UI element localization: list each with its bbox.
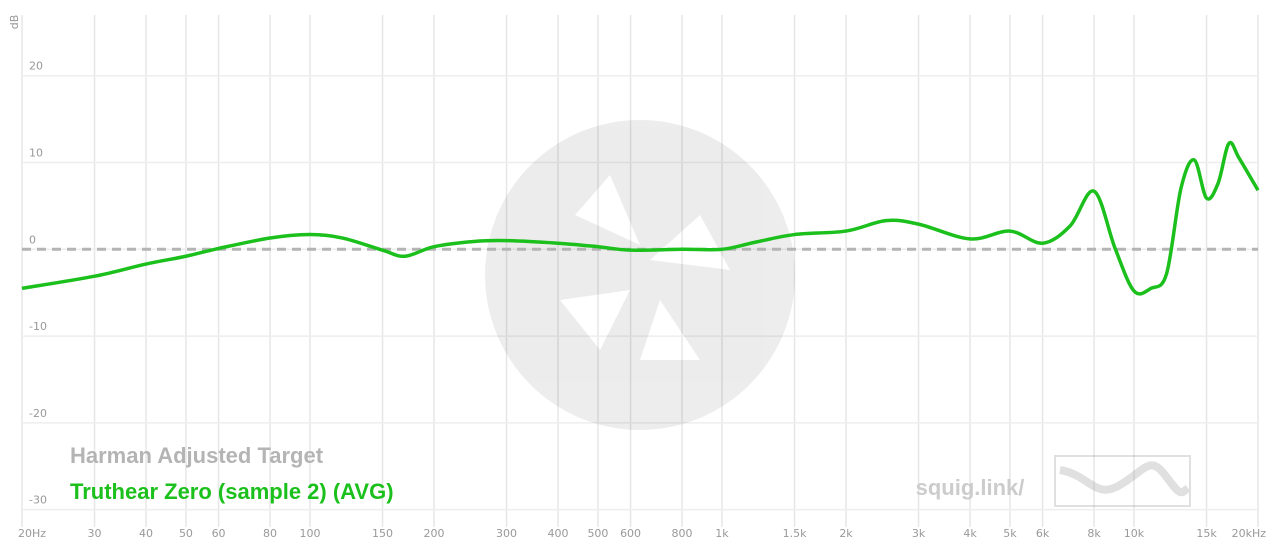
y-tick-label: -30 [29,494,47,507]
x-tick-label: 800 [672,527,693,540]
y-tick-label: -20 [29,407,47,420]
y-tick-label: -10 [29,320,47,333]
grid [21,15,1259,527]
x-tick-label: 4k [963,527,977,540]
x-tick-label: 2k [839,527,853,540]
x-tick-label: 100 [299,527,320,540]
x-tick-label: 15k [1196,527,1217,540]
x-tick-label: 300 [496,527,517,540]
watermark-graph [1054,455,1191,507]
x-tick-label: 600 [620,527,641,540]
x-tick-label: 30 [88,527,102,540]
x-tick-label: 150 [372,527,393,540]
x-tick-label: 20kHz [1232,527,1267,540]
y-tick-label: 0 [29,233,36,246]
x-tick-label: 1.5k [783,527,807,540]
x-tick-label: 5k [1003,527,1017,540]
legend-entry: Truthear Zero (sample 2) (AVG) [70,479,394,504]
series-line [21,140,1260,296]
watermark-text: squig.link/ [916,475,1025,500]
legend-entry: Harman Adjusted Target [70,443,324,468]
x-tick-label: 60 [212,527,226,540]
y-tick-label: 10 [29,147,43,160]
watermark-logo [485,120,795,430]
y-tick-label: 20 [29,60,43,73]
x-tick-label: 80 [263,527,277,540]
y-axis-label: dB [8,15,21,30]
x-tick-label: 1k [715,527,729,540]
x-tick-label: 500 [587,527,608,540]
x-tick-label: 40 [139,527,153,540]
x-tick-label: 400 [548,527,569,540]
x-tick-label: 10k [1124,527,1145,540]
x-tick-label: 20Hz [18,527,46,540]
x-tick-label: 50 [179,527,193,540]
x-tick-label: 200 [424,527,445,540]
x-tick-label: 6k [1036,527,1050,540]
x-tick-label: 3k [912,527,926,540]
x-tick-label: 8k [1087,527,1101,540]
